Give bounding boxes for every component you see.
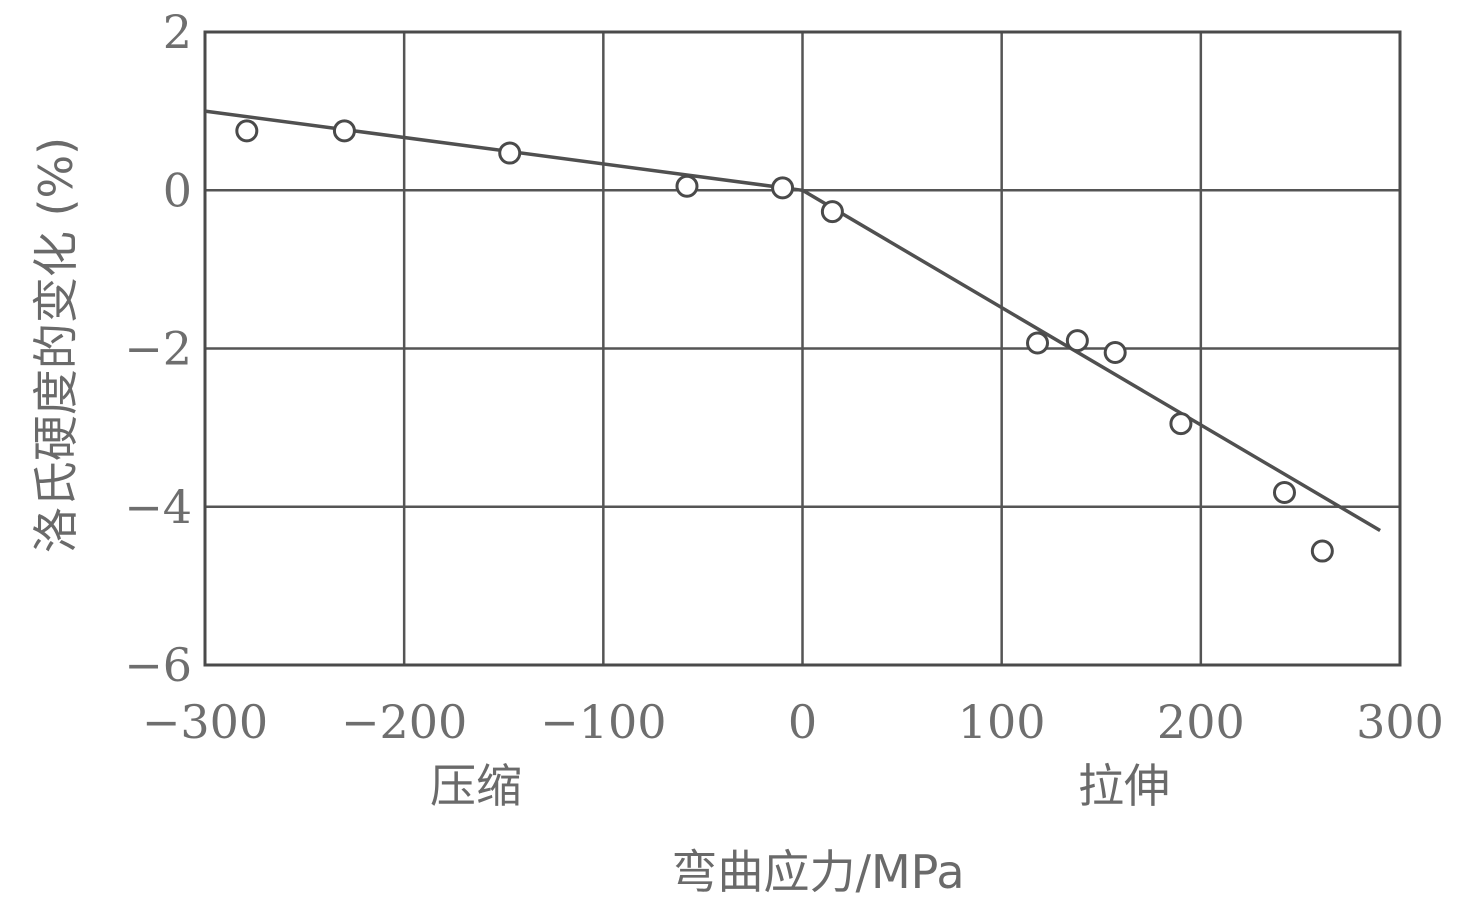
x-tick-label: 100 — [958, 695, 1046, 749]
data-point — [1065, 329, 1089, 353]
y-tick-label: 0 — [163, 163, 192, 217]
fit-line — [204, 109, 1381, 533]
data-point — [235, 119, 259, 143]
y-tick-labels: 2 0 −2 −4 −6 — [124, 5, 192, 692]
data-point — [1272, 481, 1296, 505]
data-point — [1169, 412, 1193, 436]
x-tick-label: 0 — [788, 695, 817, 749]
x-tick-label: −100 — [540, 695, 666, 749]
x-tick-label: −200 — [341, 695, 467, 749]
fit-layer — [204, 109, 1381, 533]
region-label-compression: 压缩 — [430, 759, 522, 813]
y-axis-title: 洛氏硬度的变化 (%) — [29, 137, 83, 553]
y-tick-label: 2 — [163, 5, 192, 59]
x-axis-title: 弯曲应力/MPa — [671, 845, 964, 899]
y-tick-label: −4 — [124, 480, 192, 534]
x-tick-label: 200 — [1157, 695, 1245, 749]
y-tick-label: −2 — [124, 322, 192, 376]
y-tick-label: −6 — [124, 638, 192, 692]
data-point — [820, 200, 844, 224]
grid-layer — [203, 30, 1402, 667]
data-point — [1310, 539, 1334, 563]
x-tick-labels: −300 −200 −100 0 100 200 300 — [142, 695, 1444, 749]
data-point — [332, 119, 356, 143]
data-point — [1026, 331, 1050, 355]
x-tick-label: 300 — [1356, 695, 1444, 749]
region-label-tension: 拉伸 — [1078, 759, 1170, 813]
data-point — [1103, 340, 1127, 364]
data-point — [675, 174, 699, 198]
x-tick-label: −300 — [142, 695, 268, 749]
data-point — [498, 141, 522, 165]
point-layer — [235, 119, 1334, 563]
data-point — [771, 176, 795, 200]
plot-frame — [203, 30, 1402, 667]
